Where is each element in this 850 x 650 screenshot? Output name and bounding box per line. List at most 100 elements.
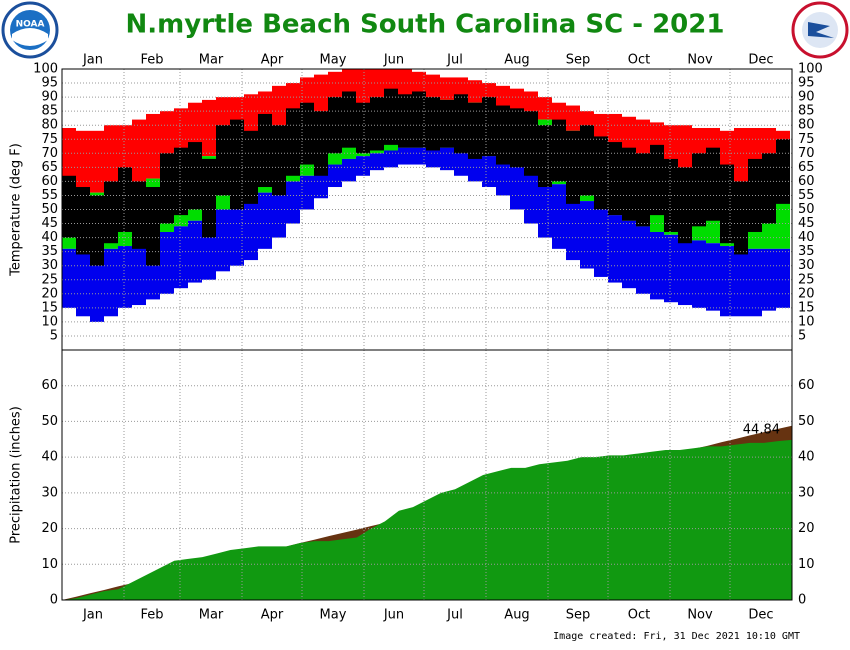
month-label: Oct (628, 53, 650, 68)
record-low-bar (608, 215, 622, 283)
observed-bar (762, 153, 776, 224)
record-high-bar (734, 128, 748, 188)
record-low-bar (454, 150, 468, 176)
observed-bar (384, 88, 398, 145)
y-tick-label: 30 (798, 485, 815, 500)
observed-bar (62, 175, 76, 238)
observed-bar (440, 99, 454, 148)
y-tick-label: 80 (41, 118, 58, 133)
logo-text: NOAA (16, 20, 45, 30)
chart-title: N.myrtle Beach South Carolina SC - 2021 (126, 10, 725, 40)
record-low-bar (62, 248, 76, 308)
observed-bar (510, 108, 524, 168)
month-label: Aug (504, 608, 529, 623)
month-label: Oct (628, 608, 650, 623)
record-high-bar (510, 88, 524, 112)
month-label: Mar (199, 53, 224, 68)
observed-bar (552, 119, 566, 182)
precip-area (62, 439, 792, 600)
observed-bar (678, 167, 692, 244)
noaa-logo: NOAA (1, 1, 59, 59)
observed-bar (104, 181, 118, 244)
month-label: Dec (748, 53, 773, 68)
record-high-bar (76, 130, 90, 193)
record-low-bar (174, 226, 188, 289)
record-high-bar (636, 119, 650, 159)
y-tick-label: 35 (798, 244, 815, 259)
record-low-bar (762, 248, 776, 311)
record-low-bar (314, 170, 328, 199)
y-tick-label: 85 (41, 104, 58, 119)
y-tick-label: 100 (798, 62, 823, 77)
y-tick-label: 75 (798, 132, 815, 147)
y-tick-label: 75 (41, 132, 58, 147)
observed-bar (300, 102, 314, 165)
observed-bar (76, 187, 90, 255)
record-low-bar (482, 156, 496, 188)
record-low-bar (356, 156, 370, 176)
record-high-bar (440, 77, 454, 100)
y-tick-label: 45 (798, 216, 815, 231)
record-low-bar (300, 175, 314, 210)
record-low-bar (510, 164, 524, 210)
record-low-bar (748, 248, 762, 317)
y-tick-label: 25 (798, 272, 815, 287)
observed-bar (482, 97, 496, 157)
record-high-bar (426, 74, 440, 100)
y-tick-label: 10 (798, 557, 815, 572)
record-low-bar (552, 184, 566, 249)
record-low-bar (328, 164, 342, 188)
observed-bar (286, 108, 300, 176)
y-tick-label: 5 (798, 328, 806, 343)
observed-bar (468, 102, 482, 159)
record-low-bar (664, 234, 678, 303)
y-tick-label: 40 (798, 230, 815, 245)
month-label: Dec (748, 608, 773, 623)
record-low-bar (286, 181, 300, 224)
observed-bar (496, 105, 510, 165)
month-label: Jan (82, 53, 103, 68)
record-high-bar (356, 69, 370, 106)
observed-bar (776, 139, 790, 204)
record-low-bar (342, 158, 356, 182)
y-tick-label: 100 (33, 62, 58, 77)
month-label: Apr (261, 608, 284, 623)
observed-bar (398, 94, 412, 148)
record-low-bar (160, 231, 174, 294)
y-tick-label: 20 (41, 521, 58, 536)
value-label: 44.84 (743, 422, 780, 437)
record-low-bar (426, 147, 440, 168)
record-low-bar (468, 153, 482, 182)
y-tick-label: 15 (798, 300, 815, 315)
observed-bar (314, 111, 328, 176)
y-tick-label: 60 (41, 174, 58, 189)
y-tick-label: 0 (798, 593, 806, 608)
plot-border (61, 349, 793, 601)
record-high-bar (132, 119, 146, 185)
month-label: May (320, 608, 347, 623)
y-tick-label: 10 (798, 314, 815, 329)
observed-bar (174, 147, 188, 216)
observed-bar (258, 113, 272, 188)
observed-bar (608, 142, 622, 216)
record-low-bar (412, 147, 426, 165)
observed-bar (636, 153, 650, 227)
y-tick-label: 55 (798, 188, 815, 203)
y-tick-label: 30 (41, 485, 58, 500)
y-tick-label: 50 (41, 202, 58, 217)
observed-bar (524, 111, 538, 176)
y-tick-label: 15 (41, 300, 58, 315)
y-tick-label: 95 (41, 76, 58, 91)
observed-bar (622, 147, 636, 221)
observed-bar (650, 144, 664, 216)
y-tick-label: 60 (798, 174, 815, 189)
observed-bar (426, 97, 440, 151)
month-label: May (320, 53, 347, 68)
observed-bar (706, 147, 720, 221)
y-tick-label: 65 (798, 160, 815, 175)
observed-bar (594, 136, 608, 210)
y-tick-label: 10 (41, 557, 58, 572)
record-high-bar (524, 91, 538, 114)
record-high-bar (594, 113, 608, 143)
observed-bar (356, 102, 370, 154)
